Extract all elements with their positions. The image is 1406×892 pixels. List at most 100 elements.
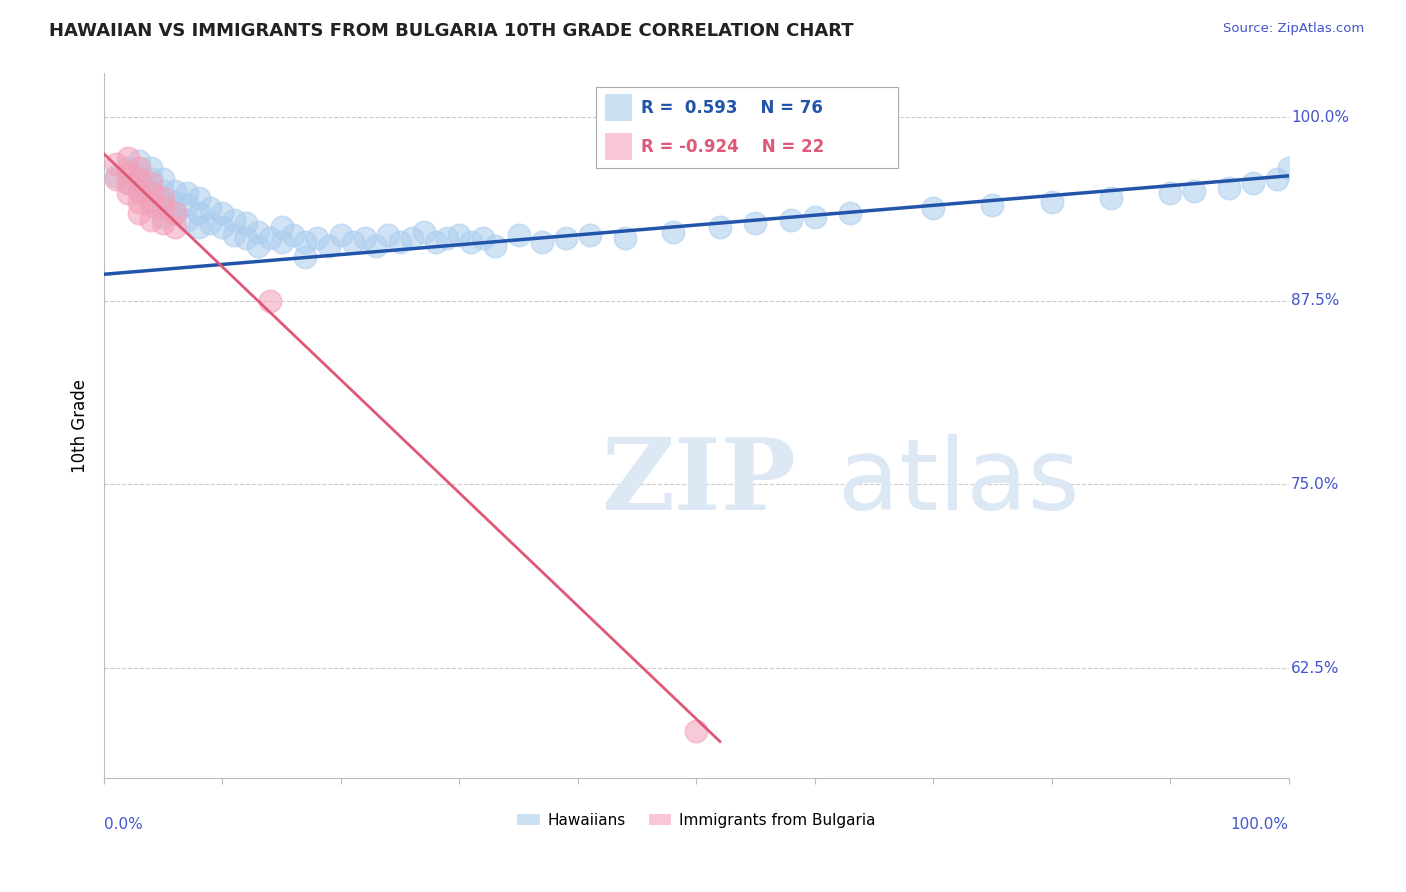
Text: 62.5%: 62.5% <box>1291 661 1340 675</box>
Point <box>709 220 731 235</box>
Point <box>128 171 150 186</box>
Point <box>307 230 329 244</box>
Point <box>104 171 127 186</box>
Point <box>211 205 233 219</box>
Point <box>412 225 434 239</box>
Point <box>163 195 186 210</box>
Point <box>152 210 174 224</box>
Point <box>152 191 174 205</box>
Text: 100.0%: 100.0% <box>1291 110 1348 125</box>
Point <box>176 198 198 212</box>
Point <box>152 184 174 198</box>
Point <box>803 210 825 224</box>
Point <box>366 239 388 253</box>
Point <box>224 213 246 227</box>
Point <box>117 151 139 165</box>
Point <box>449 227 471 242</box>
Point <box>141 171 163 186</box>
Point <box>141 176 163 190</box>
Point <box>1040 195 1063 210</box>
Point <box>128 195 150 210</box>
Point <box>224 227 246 242</box>
Point <box>1241 176 1264 190</box>
Point <box>141 195 163 210</box>
Point <box>436 230 458 244</box>
Point <box>270 235 292 249</box>
Text: atlas: atlas <box>838 434 1080 531</box>
Point <box>329 227 352 242</box>
Point <box>839 205 862 219</box>
Point <box>283 227 305 242</box>
Point <box>661 225 683 239</box>
Point <box>614 230 637 244</box>
Point <box>744 216 766 230</box>
Point <box>163 205 186 219</box>
Point <box>117 161 139 176</box>
Point <box>981 198 1004 212</box>
Point <box>211 220 233 235</box>
Point <box>460 235 482 249</box>
Point <box>1099 191 1122 205</box>
Point <box>578 227 600 242</box>
Point <box>152 198 174 212</box>
Point <box>128 161 150 176</box>
Text: 100.0%: 100.0% <box>1230 817 1289 832</box>
Point <box>187 191 209 205</box>
Point <box>128 184 150 198</box>
Point <box>104 169 127 183</box>
Legend: Hawaiians, Immigrants from Bulgaria: Hawaiians, Immigrants from Bulgaria <box>510 807 882 834</box>
Point <box>246 239 269 253</box>
Point <box>141 184 163 198</box>
Point <box>128 154 150 169</box>
Point <box>425 235 447 249</box>
Text: 75.0%: 75.0% <box>1291 477 1340 491</box>
Point <box>187 205 209 219</box>
Point <box>259 293 281 308</box>
Point <box>1265 171 1288 186</box>
Point <box>128 184 150 198</box>
Point <box>141 198 163 212</box>
Point <box>163 220 186 235</box>
Y-axis label: 10th Grade: 10th Grade <box>72 378 89 473</box>
Point <box>152 216 174 230</box>
Point <box>318 239 340 253</box>
Point <box>780 213 803 227</box>
Point <box>200 201 222 215</box>
Point <box>1218 180 1240 194</box>
Point <box>508 227 530 242</box>
Point <box>246 225 269 239</box>
Point <box>235 230 257 244</box>
Point <box>200 216 222 230</box>
Point <box>187 220 209 235</box>
Point <box>117 186 139 201</box>
Point <box>1182 184 1205 198</box>
Point <box>152 201 174 215</box>
Point <box>472 230 495 244</box>
Point <box>1159 186 1181 201</box>
Point <box>484 239 506 253</box>
Point <box>555 230 578 244</box>
Point <box>152 171 174 186</box>
Point <box>104 157 127 171</box>
Point <box>141 186 163 201</box>
Point <box>294 250 316 264</box>
Text: HAWAIIAN VS IMMIGRANTS FROM BULGARIA 10TH GRADE CORRELATION CHART: HAWAIIAN VS IMMIGRANTS FROM BULGARIA 10T… <box>49 22 853 40</box>
Point <box>1278 161 1301 176</box>
Point <box>176 186 198 201</box>
Text: Source: ZipAtlas.com: Source: ZipAtlas.com <box>1223 22 1364 36</box>
Point <box>377 227 399 242</box>
Text: ZIP: ZIP <box>602 434 796 531</box>
Point <box>117 166 139 180</box>
Text: 0.0%: 0.0% <box>104 817 142 832</box>
Point <box>128 171 150 186</box>
Point <box>141 213 163 227</box>
Point <box>163 205 186 219</box>
Point <box>259 230 281 244</box>
Point <box>117 176 139 190</box>
Point <box>389 235 412 249</box>
Point <box>117 176 139 190</box>
Point <box>531 235 554 249</box>
Point <box>401 230 423 244</box>
Text: 87.5%: 87.5% <box>1291 293 1340 309</box>
Point <box>141 161 163 176</box>
